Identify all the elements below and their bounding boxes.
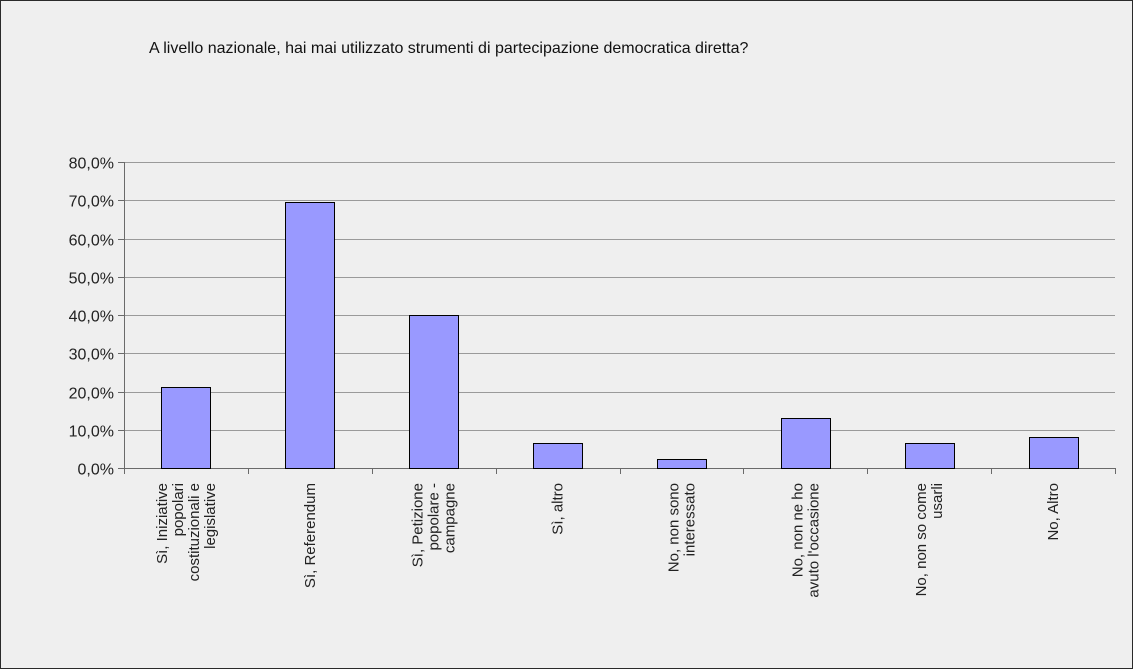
y-tick-label: 30,0% (69, 347, 114, 364)
y-tick-label: 20,0% (69, 386, 114, 403)
chart-title: A livello nazionale, hai mai utilizzato … (149, 40, 749, 57)
x-category-label-line: popolari (170, 483, 187, 536)
x-category-label-line: usarli (929, 483, 946, 519)
x-category-label-line: Sì, altro (550, 483, 567, 535)
x-category-label-line: No, Altro (1045, 483, 1062, 541)
y-tick-label: 10,0% (69, 424, 114, 441)
bar (285, 202, 335, 469)
x-category-label: Sì, Referendum (302, 483, 319, 588)
x-category-label: Sì, Iniziative popolari costituzionali e le… (154, 483, 219, 581)
x-category-label-line: Sì, Iniziative (154, 483, 171, 564)
y-tick-label: 40,0% (69, 309, 114, 326)
x-category-label-line: legislative (202, 483, 219, 549)
x-category-label-line: Sì, Referendum (302, 483, 319, 588)
bar (161, 387, 211, 469)
x-category-label-line: Sì, Petizione (410, 483, 427, 567)
bars (161, 202, 1079, 469)
x-category-label: No, non so come usarli (913, 483, 946, 596)
y-tick-label: 70,0% (69, 194, 114, 211)
bar (1029, 437, 1079, 469)
x-category-label: No, non ne ho avuto l'occasione (789, 483, 822, 598)
y-tick-labels: 0,0% 10,0% 20,0% 30,0% 40,0% 50,0% 60,0% 70,0% 8… (69, 156, 114, 479)
bar (781, 418, 831, 469)
x-category-label-line: No, non ne ho (789, 483, 806, 577)
x-category-label: Sì, altro (550, 483, 567, 535)
x-category-label-line: costituzionali e (186, 483, 203, 581)
x-category-label-line: No, non sono (665, 483, 682, 572)
x-category-labels: Sì, Iniziative popolari costituzionali e le… (154, 483, 1062, 598)
x-category-label: No, Altro (1045, 483, 1062, 541)
x-category-label-line: campagne (442, 483, 459, 553)
x-category-label: Sì, Petizione popolare - campagne (410, 483, 459, 567)
bar (409, 315, 459, 469)
x-category-label-line: popolare - (426, 483, 443, 551)
x-category-label: No, non sono interessato (665, 483, 698, 572)
x-category-label-line: avuto l'occasione (805, 483, 822, 598)
y-tick-label: 50,0% (69, 271, 114, 288)
bar (533, 443, 583, 469)
x-category-label-line: No, non so come (913, 483, 930, 596)
gridlines (124, 162, 1115, 431)
axes (118, 162, 1116, 474)
y-tick-label: 80,0% (69, 156, 114, 173)
y-tick-label: 0,0% (78, 462, 114, 479)
bar (905, 443, 955, 469)
y-tick-label: 60,0% (69, 233, 114, 250)
bar (657, 459, 707, 469)
x-category-label-line: interessato (681, 483, 698, 556)
